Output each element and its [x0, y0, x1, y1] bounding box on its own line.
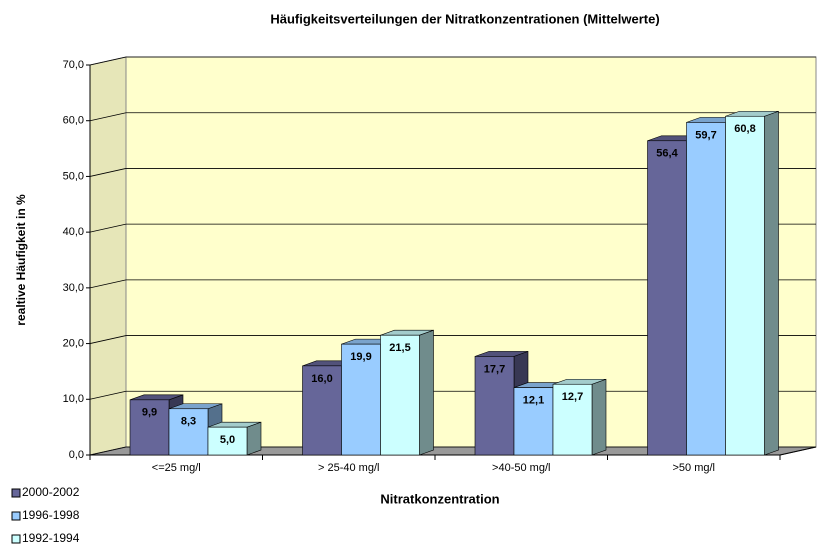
y-axis-title: realtive Häufigkeit in % — [14, 194, 28, 326]
x-tick-label: <=25 mg/l — [152, 462, 201, 474]
data-label: 16,0 — [311, 373, 332, 385]
legend-label: 1996-1998 — [22, 508, 80, 522]
bar-side — [764, 110, 779, 456]
data-label: 60,8 — [734, 123, 755, 135]
y-tick-label: 30,0 — [63, 282, 84, 294]
bar — [380, 334, 420, 456]
y-tick-label: 70,0 — [63, 59, 84, 71]
legend-label: 2000-2002 — [22, 485, 80, 499]
y-tick-label: 40,0 — [63, 226, 84, 238]
y-tick-label: 60,0 — [63, 115, 84, 127]
legend-swatch — [11, 511, 21, 521]
bar — [207, 426, 248, 456]
data-label: 12,7 — [562, 391, 583, 403]
legend-swatch — [11, 488, 21, 498]
y-tick-label: 10,0 — [63, 393, 84, 405]
chart-title: Häufigkeitsverteilungen der Nitratkonzen… — [270, 11, 659, 26]
grid-line — [89, 390, 127, 400]
bar-side — [591, 378, 607, 456]
bar — [513, 387, 554, 456]
bar — [302, 365, 342, 456]
bar — [552, 383, 593, 456]
data-label: 17,7 — [484, 363, 505, 375]
y-tick-label: 0,0 — [69, 449, 84, 461]
x-axis-depth — [779, 446, 817, 456]
data-label: 12,1 — [523, 394, 544, 406]
data-label: 21,5 — [389, 342, 410, 354]
grid-line — [89, 56, 127, 66]
bar-side — [419, 329, 434, 456]
x-tick-label: >40-50 mg/l — [492, 462, 550, 474]
x-tick-label: > 25-40 mg/l — [318, 462, 379, 474]
data-label: 9,9 — [142, 407, 157, 419]
bar — [168, 408, 209, 456]
x-tick-label: >50 mg/l — [673, 462, 716, 474]
grid-line — [89, 112, 127, 122]
data-label: 5,0 — [220, 434, 235, 446]
grid-line — [89, 223, 127, 233]
grid-line — [89, 446, 127, 456]
bar — [725, 115, 765, 456]
data-label: 19,9 — [350, 351, 371, 363]
y-tick-label: 20,0 — [63, 337, 84, 349]
bar — [686, 122, 726, 456]
bar — [647, 140, 687, 456]
x-axis-title: Nitratkonzentration — [380, 491, 499, 506]
bar — [474, 356, 515, 456]
legend-label: 1992-1994 — [22, 531, 80, 545]
data-label: 59,7 — [695, 129, 716, 141]
grid-line — [89, 168, 127, 177]
bar — [341, 343, 381, 456]
bar — [129, 399, 170, 456]
data-label: 8,3 — [181, 416, 196, 428]
bar-side — [246, 421, 262, 456]
y-tick-label: 50,0 — [63, 170, 84, 182]
grid-line — [89, 335, 127, 344]
data-label: 56,4 — [656, 148, 678, 160]
grid-line — [89, 279, 127, 289]
legend-swatch — [11, 534, 21, 544]
